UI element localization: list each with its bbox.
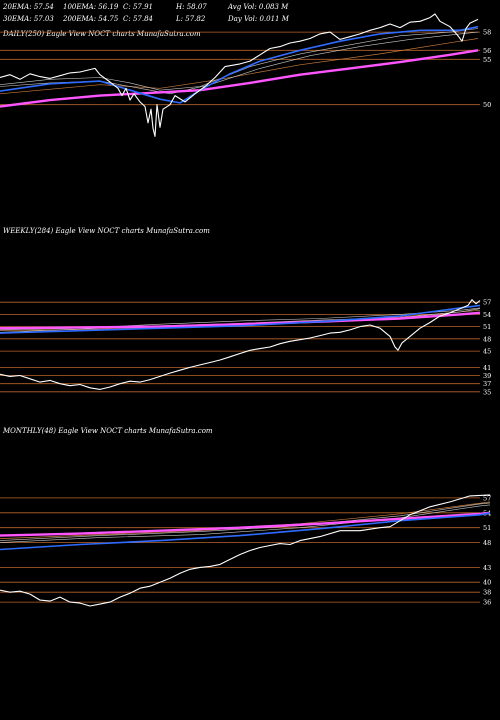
ema100-value: 56.19: [98, 3, 119, 11]
low-label: L: [175, 15, 181, 23]
weekly-panel: WEEKLY(284) Eagle View NOCT charts Munaf…: [0, 227, 491, 396]
y-tick-label: 37: [483, 380, 491, 388]
ema-blue-line: [0, 512, 491, 551]
svg-text:C: 57.91: C: 57.91: [123, 3, 153, 11]
y-tick-label: 45: [483, 348, 491, 356]
y-tick-label: 51: [483, 524, 491, 532]
svg-text:30EMA: 57.03: 30EMA: 57.03: [3, 15, 54, 23]
day-vol-label: Day Vol: [227, 15, 255, 23]
close-label: C: [123, 3, 129, 11]
svg-text:200EMA: 54.75: 200EMA: 54.75: [62, 15, 119, 23]
price-line: [0, 13, 479, 137]
y-tick-label: 36: [483, 599, 491, 607]
y-tick-label: 55: [483, 56, 491, 64]
ema-magenta-line: [0, 511, 491, 537]
low-value: 57.82: [185, 15, 206, 23]
monthly-panel-title: MONTHLY(48) Eagle View NOCT charts Munaf…: [2, 427, 213, 435]
ema-brown-line: [0, 38, 479, 95]
ema-magenta-line: [0, 49, 479, 108]
svg-text:L: 57.82: L: 57.82: [175, 15, 206, 23]
y-tick-label: 39: [483, 372, 491, 380]
close2-label: C: [123, 15, 129, 23]
ema30-value: 57.03: [34, 15, 55, 23]
svg-text:C: 57.84: C: 57.84: [123, 15, 153, 23]
ema100-label: 100EMA: [63, 3, 94, 11]
day-vol-value: 0.011 M: [259, 15, 289, 23]
y-tick-label: 51: [483, 323, 491, 331]
svg-text:Day Vol: 0.011 M: Day Vol: 0.011 M: [227, 15, 290, 23]
high-label: H: [175, 3, 183, 11]
svg-text:100EMA: 56.19: 100EMA: 56.19: [63, 3, 119, 11]
y-tick-label: 48: [483, 539, 491, 547]
daily-panel-title: DAILY(250) Eagle View NOCT charts Munafa…: [2, 30, 201, 38]
svg-text:H: 58.07: H: 58.07: [175, 3, 207, 11]
avg-vol-value: 0.083 M: [259, 3, 289, 11]
y-tick-label: 48: [483, 335, 491, 343]
ema20-label: 20EMA: [2, 3, 29, 11]
weekly-panel-title: WEEKLY(284) Eagle View NOCT charts Munaf…: [3, 227, 210, 235]
chart-header: 20EMA: 57.54 100EMA: 56.19 C: 57.91 H: 5…: [2, 3, 290, 23]
close-value: 57.91: [133, 3, 153, 11]
avg-vol-label: Avg Vol: [227, 3, 254, 11]
close2-value: 57.84: [133, 15, 153, 23]
ema-minor-1-line: [0, 308, 481, 333]
ema-blue-line: [0, 25, 479, 104]
y-tick-label: 40: [483, 579, 491, 587]
ema20-value: 57.54: [34, 3, 54, 11]
y-tick-label: 43: [483, 564, 491, 572]
y-tick-label: 41: [483, 364, 491, 372]
ema-blue-line: [0, 304, 481, 334]
svg-text:20EMA: 57.54: 20EMA: 57.54: [2, 3, 54, 11]
ema-minor-1-line: [0, 504, 491, 543]
y-tick-label: 57: [483, 299, 491, 307]
y-tick-label: 57: [483, 494, 491, 502]
ema200-value: 54.75: [98, 15, 119, 23]
ema200-label: 200EMA: [62, 15, 94, 23]
price-line: [0, 494, 491, 607]
svg-text:Avg Vol: 0.083 M: Avg Vol: 0.083 M: [227, 3, 289, 11]
y-tick-label: 50: [483, 101, 491, 109]
high-value: 58.07: [187, 3, 208, 11]
y-tick-label: 35: [483, 388, 491, 396]
y-tick-label: 38: [483, 589, 491, 597]
price-line: [0, 299, 481, 390]
daily-panel: DAILY(250) Eagle View NOCT charts Munafa…: [0, 13, 491, 137]
y-tick-label: 54: [483, 311, 491, 319]
y-tick-label: 56: [483, 47, 491, 55]
y-tick-label: 58: [483, 29, 491, 37]
ema30-label: 30EMA: [3, 15, 29, 23]
monthly-panel: MONTHLY(48) Eagle View NOCT charts Munaf…: [0, 427, 491, 607]
